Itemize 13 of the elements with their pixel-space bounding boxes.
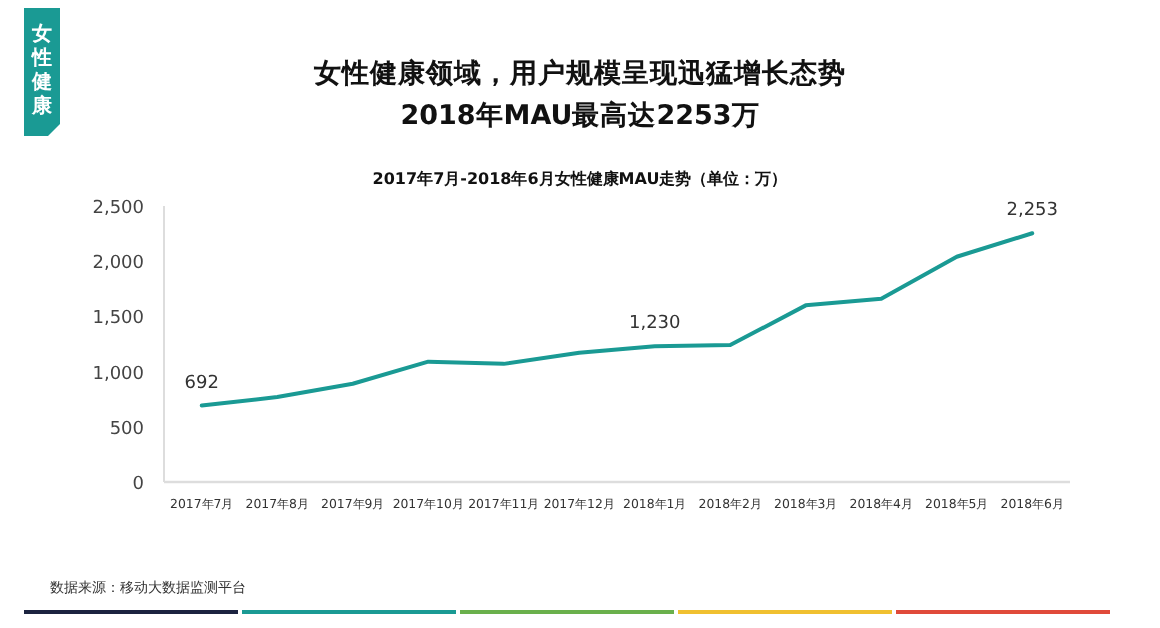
- data-label: 2,253: [1006, 201, 1059, 222]
- chart-subtitle: 2018年MAU最高达2253万: [400, 98, 760, 132]
- y-tick-label: 1,500: [92, 309, 145, 330]
- y-tick-label: 2,500: [92, 199, 145, 219]
- chart-title: 女性健康领域，用户规模呈现迅猛增长态势: [312, 56, 846, 90]
- y-tick-label: 2,000: [92, 254, 145, 275]
- y-tick-label: 1,000: [92, 364, 145, 385]
- data-label: 1,230: [628, 314, 682, 335]
- y-tick-label: 0: [132, 475, 145, 495]
- y-tick-label: 500: [109, 419, 145, 440]
- text: 女性健康: [30, 22, 54, 118]
- data-label: 692: [184, 373, 219, 394]
- text: 2017年7月-2018年6月女性健康MAU走势（单位：万）: [372, 168, 788, 188]
